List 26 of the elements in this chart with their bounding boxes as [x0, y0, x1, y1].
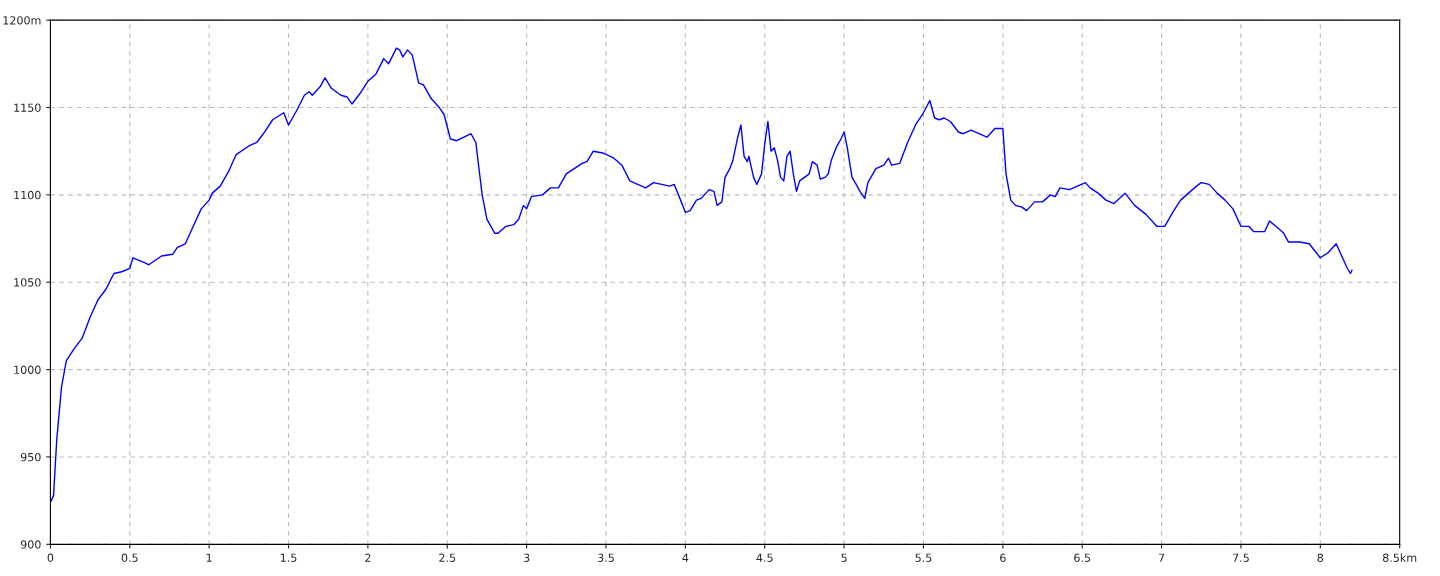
x-tick-label: 6: [1000, 553, 1006, 562]
y-tick-label: 1000: [14, 365, 41, 374]
y-tick-label: 950: [20, 452, 41, 462]
x-tick-label: 8: [1317, 553, 1324, 562]
x-tick-label: 3: [523, 553, 530, 562]
x-tick-label: 5.5: [915, 553, 932, 562]
x-tick-label: 2.5: [439, 553, 456, 562]
y-tick-label: 1050: [14, 278, 41, 287]
x-tick-label: 1: [206, 553, 212, 562]
y-tick-label: 1150: [14, 103, 41, 112]
x-tick-label: 4: [682, 553, 689, 562]
x-tick-label: 2: [365, 553, 371, 562]
x-tick-label: 8.5km: [1382, 553, 1417, 562]
x-tick-label: 7.5: [1233, 553, 1249, 562]
line-series: [50, 47, 1353, 504]
x-tick-label: 5: [841, 553, 847, 562]
x-tick-label: 0: [47, 553, 54, 562]
x-tick-label: 7: [1158, 553, 1165, 562]
y-tick-label: 1200m: [3, 16, 41, 25]
x-tick-label: 3.5: [598, 553, 614, 562]
x-tick-label: 6.5: [1074, 553, 1091, 562]
y-tick-label: 1100: [14, 190, 41, 200]
x-tick-label: 1.5: [280, 553, 297, 562]
x-tick-label: 0.5: [121, 553, 138, 562]
x-tick-label: 4.5: [756, 553, 773, 562]
y-tick-label: 900: [20, 540, 41, 549]
